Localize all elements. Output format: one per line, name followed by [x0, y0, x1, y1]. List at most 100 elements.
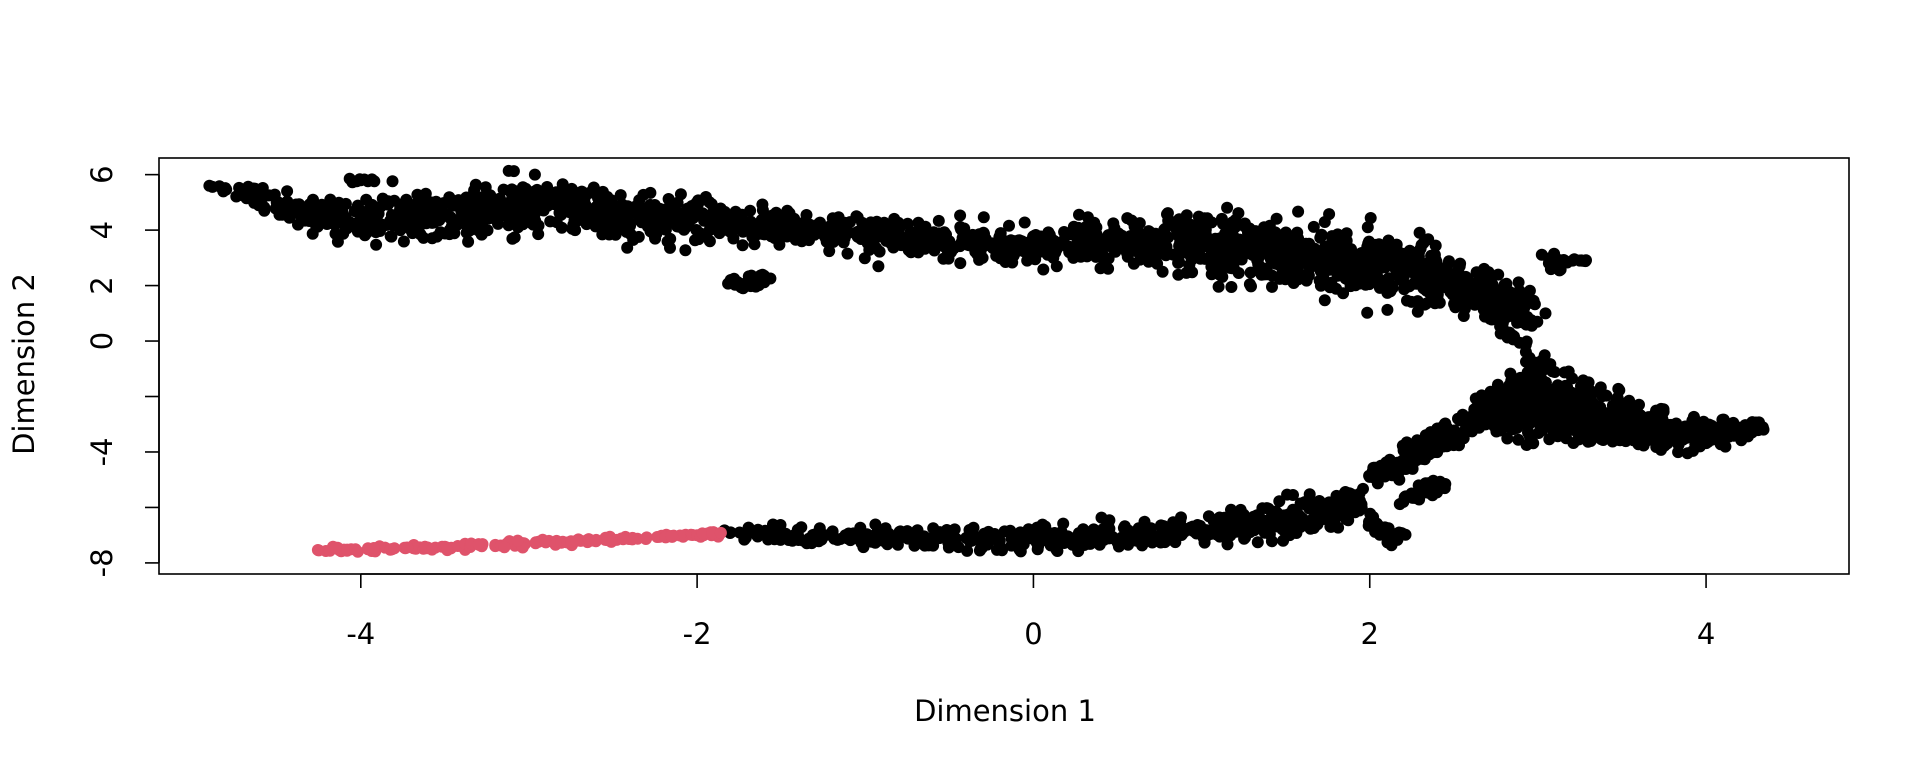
data-point: [1292, 205, 1305, 218]
data-point: [1687, 410, 1700, 423]
data-point: [1057, 517, 1070, 530]
data-point: [349, 220, 362, 233]
data-point: [1551, 420, 1564, 433]
data-point: [1505, 374, 1518, 387]
data-point: [679, 244, 692, 257]
data-point: [1108, 222, 1121, 235]
data-point: [1419, 477, 1432, 490]
data-point: [389, 212, 402, 225]
data-point: [1403, 252, 1416, 265]
data-point: [684, 207, 697, 220]
data-point: [1443, 255, 1455, 268]
data-point: [727, 232, 740, 245]
data-point: [1464, 415, 1477, 428]
data-point: [400, 193, 413, 206]
data-point: [316, 201, 329, 214]
data-point: [1265, 535, 1278, 548]
data-point: [1248, 524, 1261, 537]
data-point: [535, 203, 548, 216]
data-point: [1360, 253, 1373, 266]
data-point: [531, 184, 544, 197]
data-point: [614, 189, 627, 202]
data-point: [856, 216, 869, 229]
data-point: [1332, 521, 1345, 534]
data-point: [372, 207, 385, 220]
data-point: [511, 534, 524, 547]
data-point: [1215, 212, 1228, 225]
data-point: [1618, 417, 1631, 430]
data-point: [1208, 514, 1221, 527]
data-point: [1221, 538, 1234, 551]
data-point: [1571, 419, 1584, 432]
data-point: [1491, 311, 1504, 324]
data-point: [1252, 251, 1265, 264]
data-point: [1243, 278, 1256, 291]
data-point: [1039, 520, 1052, 533]
data-point: [417, 231, 430, 244]
data-point: [1093, 538, 1106, 551]
x-tick-label: 4: [1697, 617, 1715, 651]
data-point: [498, 541, 511, 554]
data-point: [773, 212, 786, 225]
data-point: [736, 239, 749, 252]
data-point: [744, 204, 757, 217]
data-point: [773, 238, 786, 251]
data-point: [1266, 280, 1278, 293]
data-point: [694, 227, 707, 240]
data-point: [1267, 233, 1280, 246]
data-point: [555, 208, 568, 221]
data-point: [516, 181, 529, 194]
x-tick-label: -2: [683, 617, 712, 651]
data-point: [367, 222, 380, 235]
data-point: [632, 230, 645, 243]
data-point: [924, 238, 937, 250]
data-point: [806, 529, 819, 541]
data-point: [532, 228, 545, 241]
data-point: [1229, 214, 1242, 227]
data-point: [756, 204, 769, 217]
data-point: [917, 534, 929, 547]
data-point: [1439, 478, 1452, 490]
data-point: [1431, 288, 1444, 301]
data-point: [878, 528, 891, 541]
data-point: [778, 530, 791, 543]
data-point: [1225, 281, 1238, 293]
data-point: [1212, 280, 1225, 293]
data-point: [1386, 241, 1398, 254]
data-point: [1131, 236, 1144, 249]
data-point: [1485, 294, 1498, 307]
data-point: [1672, 446, 1685, 459]
data-point: [1336, 229, 1349, 242]
data-point: [381, 198, 394, 211]
data-point: [1668, 429, 1681, 442]
data-point: [1344, 270, 1356, 283]
data-point: [644, 206, 657, 219]
data-point: [1029, 253, 1042, 266]
data-point: [1198, 212, 1211, 225]
data-point: [568, 196, 581, 209]
data-point: [1112, 540, 1125, 553]
series-1-points: [203, 164, 1770, 558]
data-point: [1043, 244, 1056, 257]
data-point: [891, 538, 904, 551]
data-point: [358, 173, 371, 186]
data-point: [713, 227, 726, 240]
data-point: [426, 232, 439, 245]
data-point: [814, 216, 826, 229]
data-point: [1003, 219, 1015, 232]
data-point: [1501, 329, 1514, 342]
data-point: [1184, 218, 1197, 231]
data-point: [1495, 403, 1508, 416]
data-point: [366, 198, 378, 211]
data-point: [1397, 265, 1410, 278]
data-point: [1428, 248, 1441, 261]
data-point: [1077, 523, 1090, 536]
data-point: [601, 534, 614, 547]
data-point: [1512, 386, 1525, 399]
data-point: [843, 216, 856, 229]
data-point: [402, 208, 414, 221]
data-point: [1163, 533, 1176, 546]
data-point: [1535, 248, 1548, 261]
data-point: [706, 527, 719, 540]
data-point: [1492, 268, 1505, 281]
